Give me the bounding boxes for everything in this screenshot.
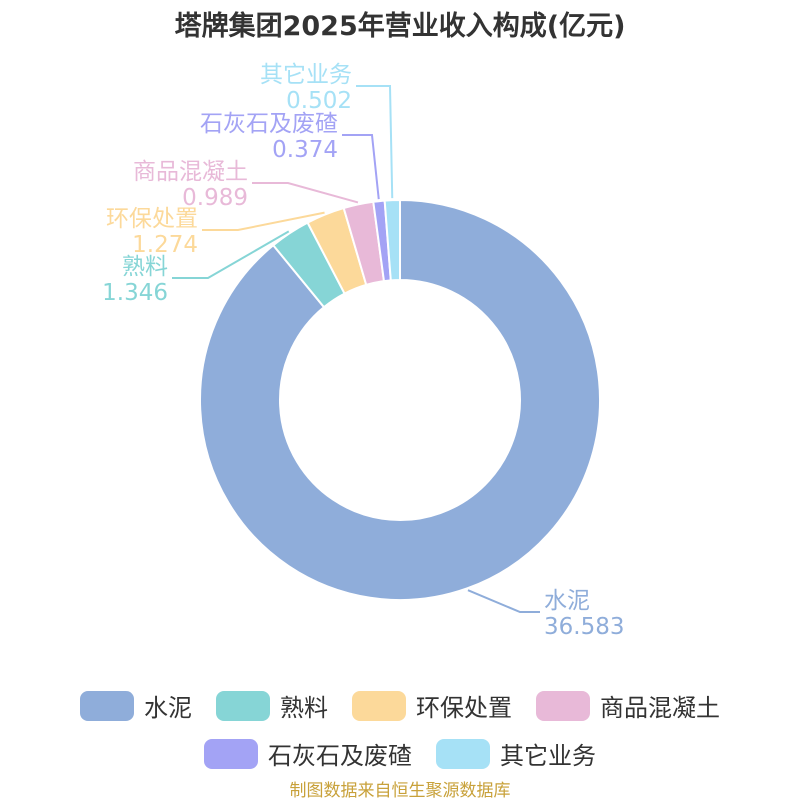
slice-value-env-disposal: 1.274 bbox=[132, 232, 198, 258]
legend-swatch-other bbox=[436, 738, 490, 769]
slice-value-limestone: 0.374 bbox=[272, 137, 338, 163]
leader-line-other bbox=[356, 85, 394, 199]
legend-swatch-clinker bbox=[216, 690, 270, 721]
leader-line-cement bbox=[467, 589, 540, 613]
slice-value-cement: 36.583 bbox=[544, 614, 624, 640]
legend-label-concrete: 商品混凝土 bbox=[600, 694, 720, 722]
slice-label-env-disposal: 环保处置 bbox=[106, 206, 198, 232]
slice-label-other: 其它业务 bbox=[260, 62, 352, 88]
source-note: 制图数据来自恒生聚源数据库 bbox=[289, 781, 511, 801]
legend-swatch-limestone bbox=[204, 738, 258, 769]
leader-line-env-disposal bbox=[202, 211, 325, 231]
slice-cement[interactable] bbox=[199, 198, 601, 601]
legend-item-concrete[interactable]: 商品混凝土 bbox=[536, 688, 720, 723]
legend-label-env-disposal: 环保处置 bbox=[416, 694, 512, 722]
legend-item-other[interactable]: 其它业务 bbox=[436, 736, 596, 771]
slice-label-cement: 水泥 bbox=[544, 588, 590, 614]
legend-label-other: 其它业务 bbox=[500, 742, 596, 770]
leader-line-clinker bbox=[172, 230, 290, 279]
legend-label-cement: 水泥 bbox=[144, 694, 192, 722]
legend-item-clinker[interactable]: 熟料 bbox=[216, 688, 328, 723]
leader-line-limestone bbox=[342, 134, 380, 200]
legend-swatch-env-disposal bbox=[352, 690, 406, 721]
slice-label-concrete: 商品混凝土 bbox=[133, 159, 248, 185]
legend-label-clinker: 熟料 bbox=[280, 694, 328, 722]
legend-label-limestone: 石灰石及废碴 bbox=[268, 742, 412, 770]
slice-value-concrete: 0.989 bbox=[182, 185, 248, 211]
slice-label-limestone: 石灰石及废碴 bbox=[200, 111, 338, 137]
chart-title: 塔牌集团2025年营业收入构成(亿元) bbox=[174, 11, 626, 42]
legend-row-2: 石灰石及废碴 其它业务 bbox=[0, 736, 800, 771]
slice-label-clinker: 熟料 bbox=[122, 254, 168, 280]
slice-value-other: 0.502 bbox=[286, 88, 352, 114]
legend-swatch-cement bbox=[80, 690, 134, 721]
legend-item-env-disposal[interactable]: 环保处置 bbox=[352, 688, 512, 723]
legend-item-cement[interactable]: 水泥 bbox=[80, 688, 192, 723]
slice-other[interactable] bbox=[383, 198, 401, 282]
slice-value-clinker: 1.346 bbox=[102, 280, 168, 306]
leader-line-concrete bbox=[252, 182, 359, 204]
legend-row-1: 水泥 熟料 环保处置 商品混凝土 bbox=[0, 688, 800, 723]
legend-item-limestone[interactable]: 石灰石及废碴 bbox=[204, 736, 412, 771]
legend-swatch-concrete bbox=[536, 690, 590, 721]
